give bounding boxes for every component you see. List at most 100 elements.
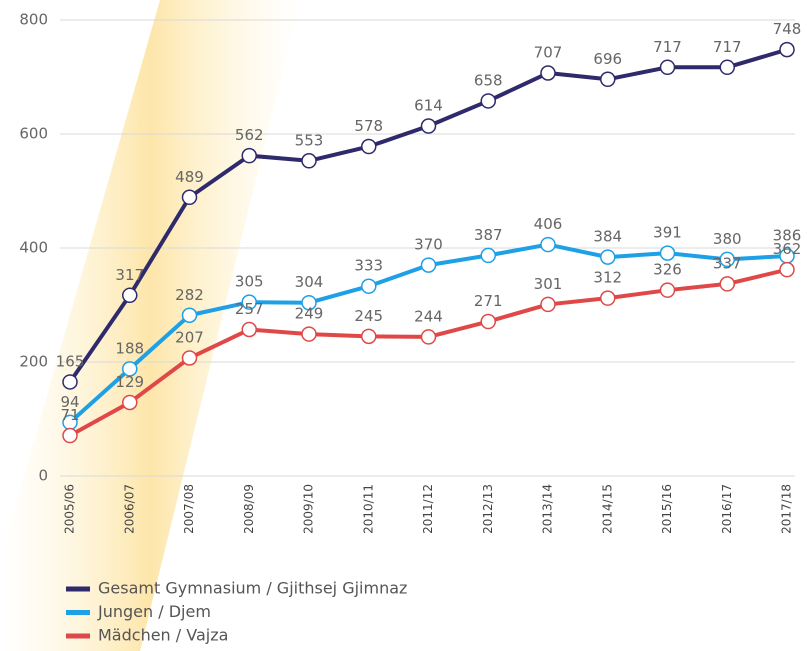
value-label: 207 <box>175 329 204 347</box>
marker <box>600 249 616 265</box>
value-label: 748 <box>773 20 802 38</box>
value-label: 362 <box>773 240 802 258</box>
background-stripe <box>0 0 300 651</box>
value-label: 384 <box>593 228 622 246</box>
marker <box>480 247 496 264</box>
y-tick-label: 800 <box>19 11 48 29</box>
y-tick-label: 0 <box>38 467 48 485</box>
marker <box>361 138 377 155</box>
marker <box>779 41 795 58</box>
y-tick-label: 600 <box>19 125 48 143</box>
marker <box>301 294 317 311</box>
value-label: 257 <box>235 300 264 318</box>
marker <box>659 59 676 76</box>
x-tick-label: 2010/11 <box>361 484 375 534</box>
x-tick-label: 2013/14 <box>541 484 555 534</box>
marker <box>420 118 437 134</box>
marker <box>540 296 556 313</box>
marker <box>122 394 138 411</box>
value-label: 305 <box>235 273 264 291</box>
marker <box>659 245 676 261</box>
marker <box>540 65 556 81</box>
value-label: 71 <box>60 406 79 424</box>
marker <box>719 276 735 292</box>
marker <box>659 282 676 298</box>
legend-swatch <box>66 610 90 615</box>
value-label: 489 <box>175 168 204 186</box>
grid: 0 200 400 600 800 2005/06 2006/07 2007/08 2008/0… <box>19 11 795 534</box>
marker <box>779 261 795 278</box>
value-label: 380 <box>713 230 742 248</box>
value-label: 370 <box>414 236 443 254</box>
marker <box>420 257 437 273</box>
marker <box>181 189 198 206</box>
x-tick-label: 2012/13 <box>481 484 495 534</box>
x-tick-label: 2016/17 <box>720 484 734 534</box>
value-label: 249 <box>295 305 324 323</box>
value-label: 94 <box>60 393 79 411</box>
marker <box>480 313 496 330</box>
value-label: 317 <box>115 266 144 284</box>
value-label: 282 <box>175 286 204 304</box>
legend-label: Gesamt Gymnasium / Gjithsej Gjimnaz <box>98 579 407 598</box>
x-tick-label: 2007/08 <box>182 484 196 534</box>
value-label: 658 <box>474 71 503 89</box>
marker <box>181 350 198 366</box>
marker <box>241 147 257 164</box>
value-label: 717 <box>713 38 742 56</box>
value-label: 333 <box>354 257 383 275</box>
x-tick-label: 2009/10 <box>302 484 316 534</box>
marker <box>301 153 317 169</box>
marker <box>600 290 616 306</box>
legend-swatch <box>66 586 90 592</box>
marker <box>719 251 735 268</box>
value-label: 717 <box>653 38 682 56</box>
value-label: 553 <box>295 131 324 149</box>
legend-label: Mädchen / Vajza <box>98 626 228 645</box>
value-label: 129 <box>115 373 144 391</box>
value-label: 245 <box>354 307 383 325</box>
legend-label: Jungen / Djem <box>97 602 211 621</box>
value-label: 386 <box>773 226 802 244</box>
value-label: 301 <box>534 275 563 293</box>
value-label: 614 <box>414 97 443 115</box>
value-label: 696 <box>593 50 622 68</box>
marker <box>62 374 78 390</box>
x-tick-label: 2008/09 <box>242 484 256 534</box>
marker <box>122 287 138 304</box>
x-tick-label: 2014/15 <box>600 484 614 534</box>
x-tick-label: 2005/06 <box>63 484 77 534</box>
x-tick-label: 2011/12 <box>421 484 435 534</box>
marker <box>361 328 377 345</box>
marker <box>600 71 616 88</box>
y-tick-label: 200 <box>19 353 48 371</box>
value-label: 337 <box>713 254 742 272</box>
marker <box>420 329 437 345</box>
marker <box>540 236 556 253</box>
marker <box>181 307 198 324</box>
marker <box>301 326 317 342</box>
marker <box>241 294 257 310</box>
plot: 165 317 489 562 553 578 614 658 707 696 717 717 748 9… <box>56 20 802 444</box>
marker <box>480 93 496 109</box>
value-label: 271 <box>474 292 503 310</box>
value-label: 326 <box>653 261 682 279</box>
marker <box>122 361 138 377</box>
marker <box>241 321 257 338</box>
value-label: 391 <box>653 224 682 242</box>
value-label: 387 <box>474 226 503 244</box>
value-label: 312 <box>593 269 622 287</box>
value-label: 165 <box>56 352 85 370</box>
value-label: 244 <box>414 307 443 325</box>
value-label: 707 <box>534 44 563 62</box>
y-tick-label: 400 <box>19 239 48 257</box>
marker <box>719 59 735 76</box>
legend-swatch <box>66 633 90 639</box>
value-label: 406 <box>534 215 563 233</box>
value-label: 578 <box>354 117 383 135</box>
marker <box>361 278 377 294</box>
marker <box>62 427 78 444</box>
x-tick-label: 2017/18 <box>780 484 794 534</box>
value-label: 562 <box>235 126 264 144</box>
